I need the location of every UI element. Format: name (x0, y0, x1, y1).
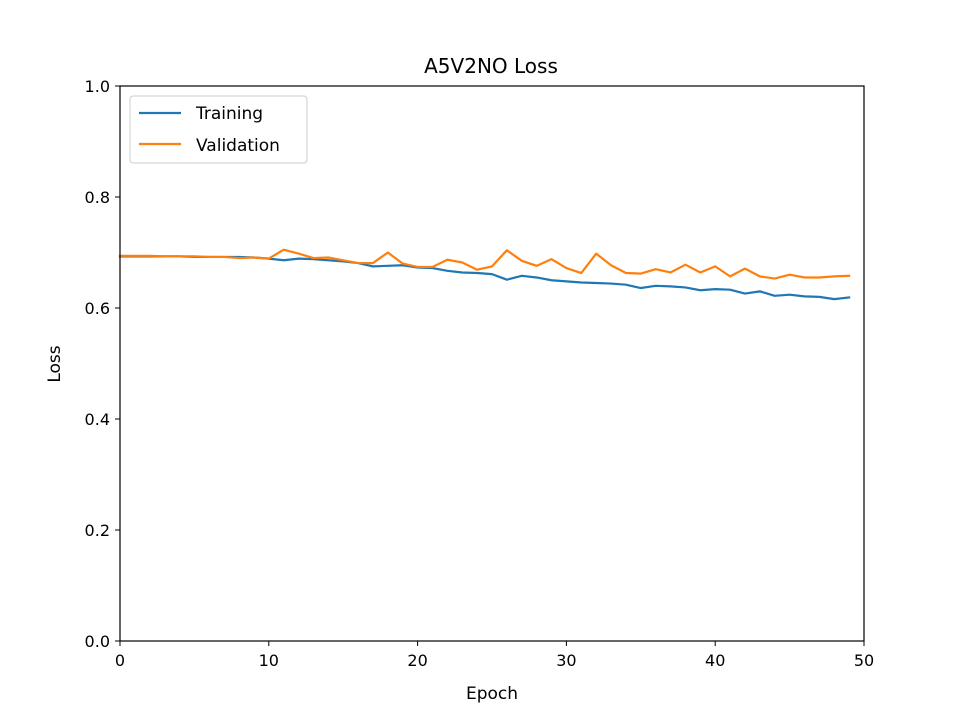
chart-title: A5V2NO Loss (424, 54, 558, 78)
x-tick-label: 40 (705, 651, 725, 670)
y-axis-ticks: 0.0 0.2 0.4 0.6 0.8 1.0 (85, 77, 120, 651)
legend-label-validation: Validation (196, 136, 280, 156)
x-tick-label: 0 (115, 651, 125, 670)
y-tick-label: 1.0 (85, 77, 110, 96)
y-tick-label: 0.4 (85, 410, 110, 429)
legend-label-training: Training (195, 104, 263, 124)
x-tick-label: 20 (407, 651, 427, 670)
x-tick-label: 50 (854, 651, 874, 670)
series-line-validation (118, 248, 851, 280)
x-axis-label: Epoch (466, 684, 518, 704)
y-tick-label: 0.2 (85, 521, 110, 540)
series-layer (118, 248, 851, 301)
y-axis-label: Loss (45, 345, 65, 382)
x-tick-label: 30 (556, 651, 576, 670)
y-tick-label: 0.8 (85, 188, 110, 207)
plot-frame (119, 85, 865, 642)
x-axis-ticks: 0 10 20 30 40 50 (115, 641, 874, 670)
x-tick-label: 10 (259, 651, 279, 670)
y-tick-label: 0.0 (85, 632, 110, 651)
y-tick-label: 0.6 (85, 299, 110, 318)
legend: Training Validation (129, 95, 308, 164)
